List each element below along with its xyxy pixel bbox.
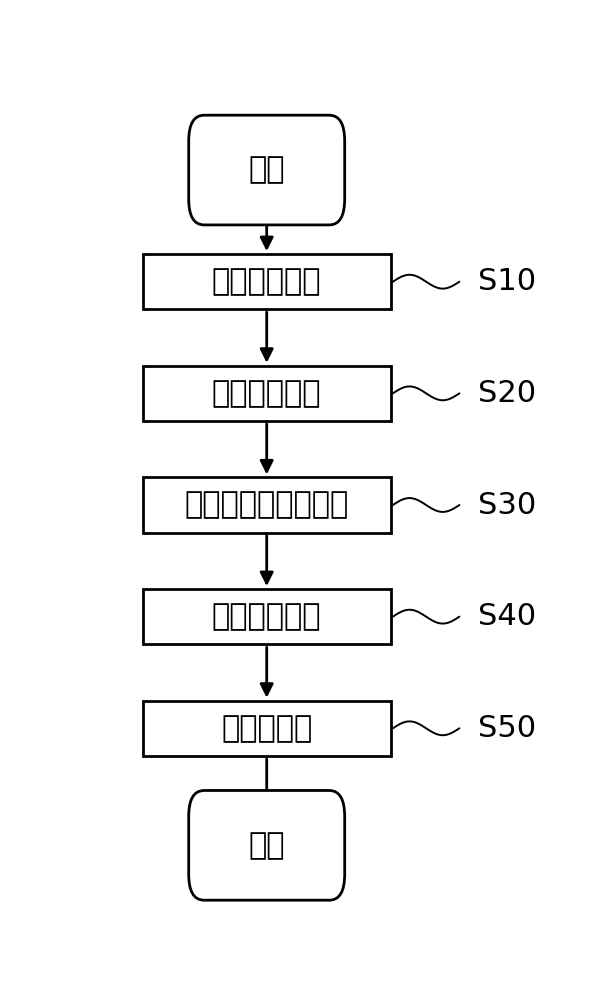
Text: S10: S10 <box>478 267 536 296</box>
Text: 重锤金属膜形成工序: 重锤金属膜形成工序 <box>185 490 349 520</box>
Text: S30: S30 <box>478 490 536 520</box>
FancyBboxPatch shape <box>143 366 391 421</box>
Text: 结束: 结束 <box>249 831 285 860</box>
Text: 单片化工序: 单片化工序 <box>221 714 313 743</box>
FancyBboxPatch shape <box>143 477 391 533</box>
Text: 外形形成工序: 外形形成工序 <box>212 267 321 296</box>
FancyBboxPatch shape <box>143 254 391 309</box>
FancyBboxPatch shape <box>143 589 391 644</box>
Text: S50: S50 <box>478 714 536 743</box>
FancyBboxPatch shape <box>189 790 345 900</box>
Text: 电极形成工序: 电极形成工序 <box>212 379 321 408</box>
Text: 开始: 开始 <box>249 156 285 185</box>
Text: 频率调整工序: 频率调整工序 <box>212 602 321 631</box>
FancyBboxPatch shape <box>143 701 391 756</box>
Text: S20: S20 <box>478 379 536 408</box>
Text: S40: S40 <box>478 602 536 631</box>
FancyBboxPatch shape <box>189 115 345 225</box>
